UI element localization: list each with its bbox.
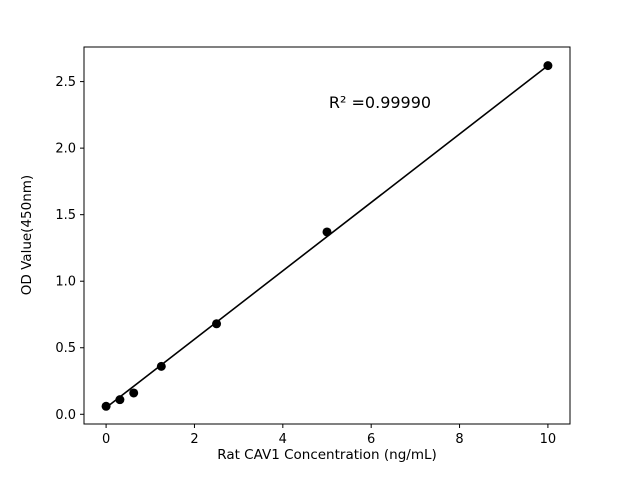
- plot-dynamic-layer: 0 2 4 6 8 10 0.0 0.5 1.0 1.5 2.0 2.5: [55, 61, 556, 447]
- x-tick-label: 4: [279, 432, 287, 447]
- data-point: [129, 388, 139, 398]
- y-tick-label: 2.0: [55, 142, 76, 157]
- y-tick-label: 0.5: [55, 341, 76, 356]
- data-point: [212, 319, 222, 329]
- y-axis-label: OD Value(450nm): [19, 175, 35, 295]
- x-tick-label: 2: [190, 432, 198, 447]
- y-tick-label: 2.5: [55, 75, 76, 90]
- data-point: [322, 227, 332, 237]
- r-squared-annotation: R² =0.99990: [329, 93, 431, 112]
- data-point: [115, 395, 125, 405]
- x-axis-label: Rat CAV1 Concentration (ng/mL): [217, 447, 437, 463]
- fit-line: [105, 64, 549, 409]
- x-tick-label: 0: [102, 432, 110, 447]
- y-tick-label: 1.0: [55, 275, 76, 290]
- data-point: [156, 361, 166, 371]
- data-point: [543, 61, 553, 71]
- plot-border: [83, 46, 571, 425]
- x-tick-label: 8: [455, 432, 463, 447]
- y-tick-label: 0.0: [55, 408, 76, 423]
- y-tick-label: 1.5: [55, 208, 76, 223]
- x-tick-label: 6: [367, 432, 375, 447]
- data-point: [101, 401, 111, 411]
- x-tick-label: 10: [540, 432, 557, 447]
